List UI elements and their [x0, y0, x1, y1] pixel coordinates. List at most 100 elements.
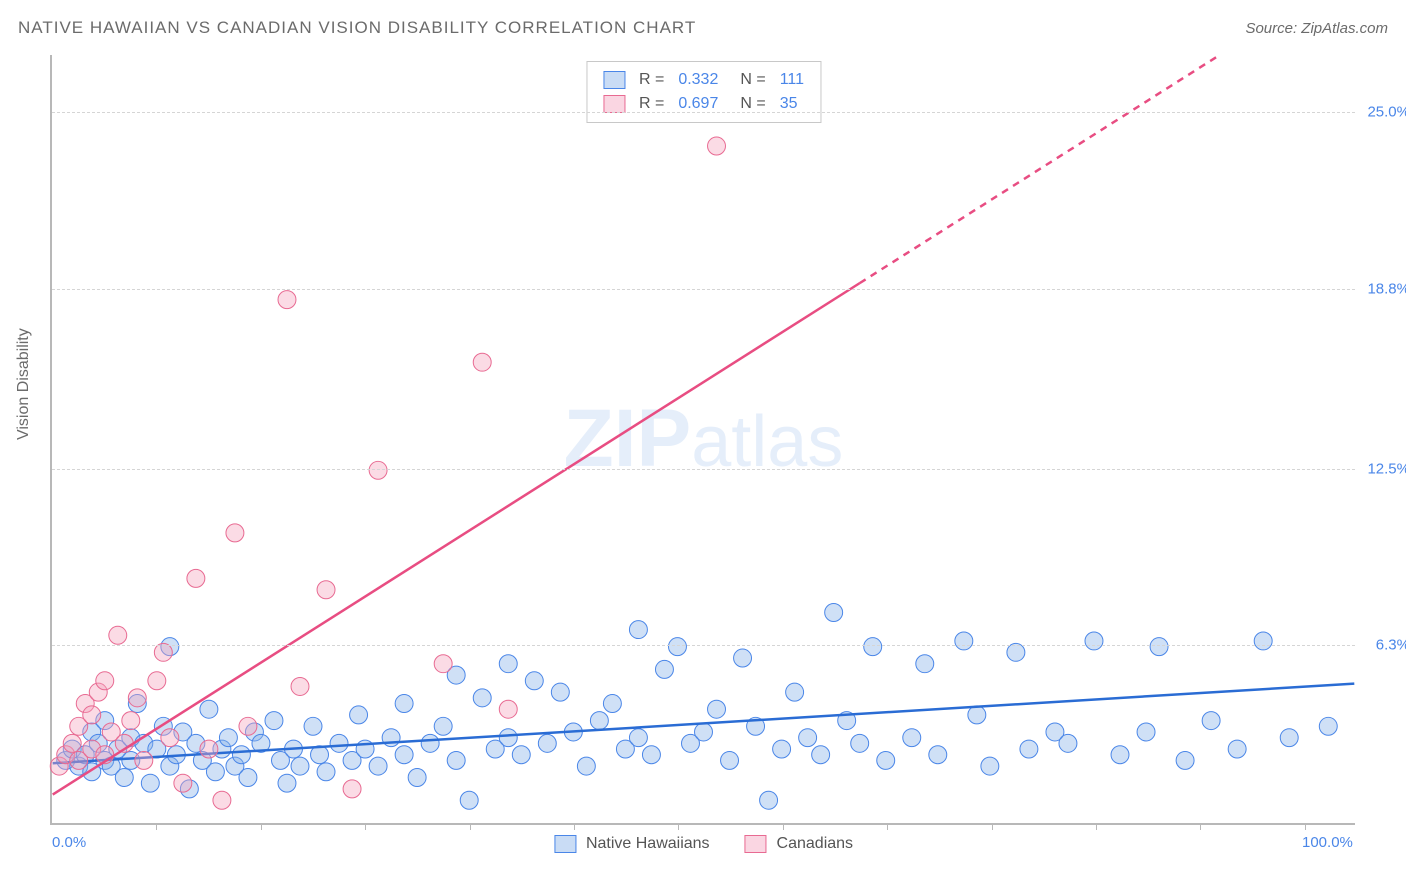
data-point	[864, 638, 882, 656]
data-point	[1319, 717, 1337, 735]
x-tick	[992, 823, 993, 830]
data-point	[1228, 740, 1246, 758]
data-point	[708, 700, 726, 718]
data-point	[343, 780, 361, 798]
data-point	[408, 769, 426, 787]
data-point	[96, 672, 114, 690]
data-point	[115, 769, 133, 787]
data-point	[499, 729, 517, 747]
data-point	[213, 791, 231, 809]
y-axis-label: Vision Disability	[15, 328, 33, 440]
data-point	[525, 672, 543, 690]
y-tick-label: 6.3%	[1376, 637, 1406, 654]
data-point	[551, 683, 569, 701]
data-point	[122, 712, 140, 730]
x-tick	[156, 823, 157, 830]
legend-swatch	[603, 71, 625, 89]
data-point	[291, 757, 309, 775]
r-label: R =	[639, 68, 664, 92]
legend-swatch	[745, 835, 767, 853]
x-tick	[1305, 823, 1306, 830]
n-label: N =	[740, 68, 765, 92]
data-point	[447, 751, 465, 769]
chart-plot-area: ZIPatlas R =0.332N =111R =0.697N =35 Nat…	[50, 55, 1355, 825]
data-point	[226, 524, 244, 542]
data-point	[1254, 632, 1272, 650]
data-point	[642, 746, 660, 764]
scatter-svg	[52, 55, 1355, 823]
data-point	[83, 706, 101, 724]
data-point	[395, 746, 413, 764]
data-point	[1280, 729, 1298, 747]
gridline-h	[52, 469, 1355, 470]
data-point	[421, 734, 439, 752]
data-point	[148, 672, 166, 690]
legend-correlation: R =0.332N =111R =0.697N =35	[586, 61, 821, 123]
data-point	[916, 655, 934, 673]
y-tick-label: 18.8%	[1367, 280, 1406, 297]
x-tick-label: 100.0%	[1302, 834, 1353, 851]
data-point	[968, 706, 986, 724]
data-point	[219, 729, 237, 747]
data-point	[1020, 740, 1038, 758]
x-tick	[365, 823, 366, 830]
x-tick	[261, 823, 262, 830]
legend-swatch	[603, 95, 625, 113]
data-point	[317, 581, 335, 599]
x-tick	[1200, 823, 1201, 830]
data-point	[278, 291, 296, 309]
x-tick-label: 0.0%	[52, 834, 86, 851]
gridline-h	[52, 645, 1355, 646]
data-point	[499, 655, 517, 673]
x-tick	[887, 823, 888, 830]
data-point	[695, 723, 713, 741]
data-point	[590, 712, 608, 730]
data-point	[265, 712, 283, 730]
data-point	[812, 746, 830, 764]
data-point	[369, 461, 387, 479]
data-point	[1202, 712, 1220, 730]
data-point	[473, 353, 491, 371]
data-point	[734, 649, 752, 667]
data-point	[232, 746, 250, 764]
x-tick	[574, 823, 575, 830]
data-point	[434, 655, 452, 673]
data-point	[499, 700, 517, 718]
data-point	[512, 746, 530, 764]
x-tick	[1096, 823, 1097, 830]
legend-series-label: Canadians	[777, 835, 854, 853]
data-point	[128, 689, 146, 707]
data-point	[317, 763, 335, 781]
y-tick-label: 25.0%	[1367, 104, 1406, 121]
data-point	[369, 757, 387, 775]
data-point	[291, 677, 309, 695]
data-point	[187, 569, 205, 587]
r-value: 0.332	[678, 68, 718, 92]
data-point	[135, 751, 153, 769]
data-point	[330, 734, 348, 752]
data-point	[200, 740, 218, 758]
data-point	[304, 717, 322, 735]
data-point	[1111, 746, 1129, 764]
data-point	[109, 626, 127, 644]
data-point	[851, 734, 869, 752]
data-point	[668, 638, 686, 656]
data-point	[655, 660, 673, 678]
x-tick	[678, 823, 679, 830]
source-label: Source: ZipAtlas.com	[1245, 20, 1388, 37]
data-point	[174, 774, 192, 792]
data-point	[460, 791, 478, 809]
data-point	[141, 774, 159, 792]
legend-series-label: Native Hawaiians	[586, 835, 710, 853]
data-point	[1059, 734, 1077, 752]
data-point	[239, 717, 257, 735]
data-point	[877, 751, 895, 769]
data-point	[955, 632, 973, 650]
data-point	[760, 791, 778, 809]
legend-swatch	[554, 835, 576, 853]
data-point	[799, 729, 817, 747]
legend-series-item: Canadians	[745, 835, 854, 853]
x-tick	[783, 823, 784, 830]
data-point	[1150, 638, 1168, 656]
data-point	[278, 774, 296, 792]
